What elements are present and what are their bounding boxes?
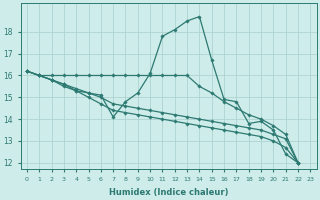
X-axis label: Humidex (Indice chaleur): Humidex (Indice chaleur) [109,188,228,197]
